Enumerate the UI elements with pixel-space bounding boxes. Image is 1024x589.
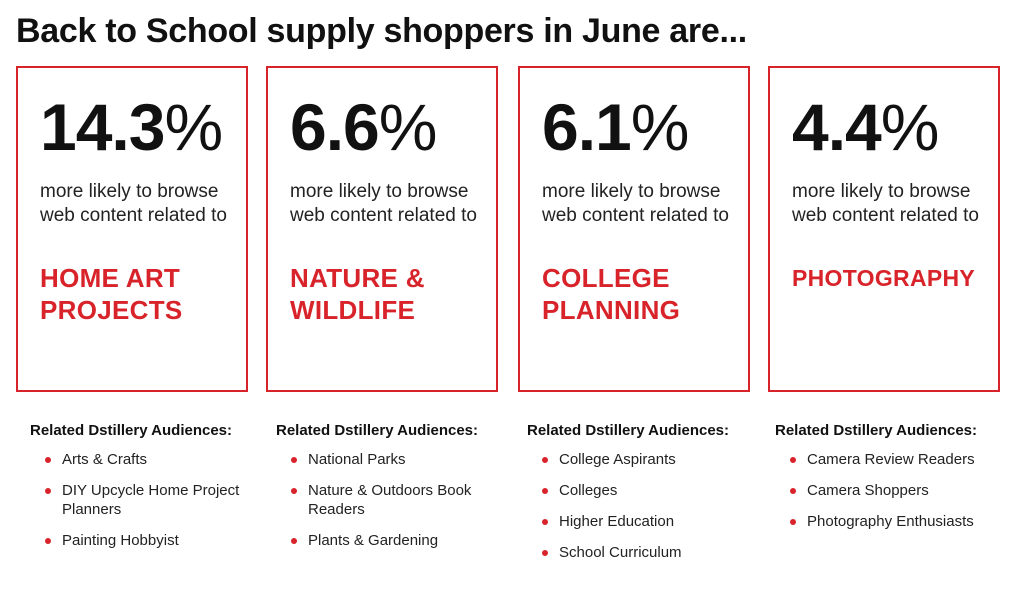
stat-card-college: 6.1% more likely to browse web content r… xyxy=(518,66,750,392)
topic-label: PHOTOGRAPHY xyxy=(792,265,976,291)
list-item: Arts & Crafts xyxy=(30,450,262,469)
bullet-icon xyxy=(790,488,796,494)
bullet-icon xyxy=(542,550,548,556)
bullet-icon xyxy=(790,519,796,525)
page-title: Back to School supply shoppers in June a… xyxy=(16,12,747,50)
list-item: College Aspirants xyxy=(527,450,759,469)
audience-list: College Aspirants Colleges Higher Educat… xyxy=(527,450,767,562)
list-item: National Parks xyxy=(276,450,508,469)
stat-description: more likely to browse web content relate… xyxy=(290,181,477,226)
stat-value: 14.3% xyxy=(40,90,223,164)
stat-card-home-art: 14.3% more likely to browse web content … xyxy=(16,66,248,392)
list-item: Photography Enthusiasts xyxy=(775,512,1007,531)
list-item: DIY Upcycle Home Project Planners xyxy=(30,481,262,519)
stat-description: more likely to browse web content relate… xyxy=(40,181,227,226)
topic-label: COLLEGE PLANNING xyxy=(542,263,681,325)
related-audiences-home-art: Related Dstillery Audiences: Arts & Craf… xyxy=(30,422,270,562)
related-heading: Related Dstillery Audiences: xyxy=(276,422,479,439)
list-item: Higher Education xyxy=(527,512,759,531)
stat-value: 6.6% xyxy=(290,90,437,164)
topic-label: HOME ART PROJECTS xyxy=(40,263,183,325)
list-item: School Curriculum xyxy=(527,543,759,562)
list-item: Camera Shoppers xyxy=(775,481,1007,500)
bullet-icon xyxy=(790,457,796,463)
list-item: Camera Review Readers xyxy=(775,450,1007,469)
audience-list: Arts & Crafts DIY Upcycle Home Project P… xyxy=(30,450,270,550)
bullet-icon xyxy=(291,538,297,544)
bullet-icon xyxy=(291,457,297,463)
bullet-icon xyxy=(542,457,548,463)
bullet-icon xyxy=(45,538,51,544)
bullet-icon xyxy=(542,488,548,494)
bullet-icon xyxy=(542,519,548,525)
stat-card-nature: 6.6% more likely to browse web content r… xyxy=(266,66,498,392)
list-item: Painting Hobbyist xyxy=(30,531,262,550)
related-heading: Related Dstillery Audiences: xyxy=(30,422,233,439)
list-item: Colleges xyxy=(527,481,759,500)
list-item: Nature & Outdoors Book Readers xyxy=(276,481,508,519)
related-heading: Related Dstillery Audiences: xyxy=(775,422,978,439)
topic-label: NATURE & WILDLIFE xyxy=(290,263,425,325)
stat-value: 4.4% xyxy=(792,90,939,164)
related-audiences-nature: Related Dstillery Audiences: National Pa… xyxy=(276,422,516,562)
stat-description: more likely to browse web content relate… xyxy=(792,181,979,226)
audience-list: National Parks Nature & Outdoors Book Re… xyxy=(276,450,516,550)
bullet-icon xyxy=(45,457,51,463)
bullet-icon xyxy=(45,488,51,494)
stat-value: 6.1% xyxy=(542,90,689,164)
bullet-icon xyxy=(291,488,297,494)
list-item: Plants & Gardening xyxy=(276,531,508,550)
stat-description: more likely to browse web content relate… xyxy=(542,181,729,226)
audience-list: Camera Review Readers Camera Shoppers Ph… xyxy=(775,450,1015,531)
stat-card-photography: 4.4% more likely to browse web content r… xyxy=(768,66,1000,392)
related-heading: Related Dstillery Audiences: xyxy=(527,422,730,439)
related-audiences-college: Related Dstillery Audiences: College Asp… xyxy=(527,422,767,574)
related-audiences-photography: Related Dstillery Audiences: Camera Revi… xyxy=(775,422,1015,543)
